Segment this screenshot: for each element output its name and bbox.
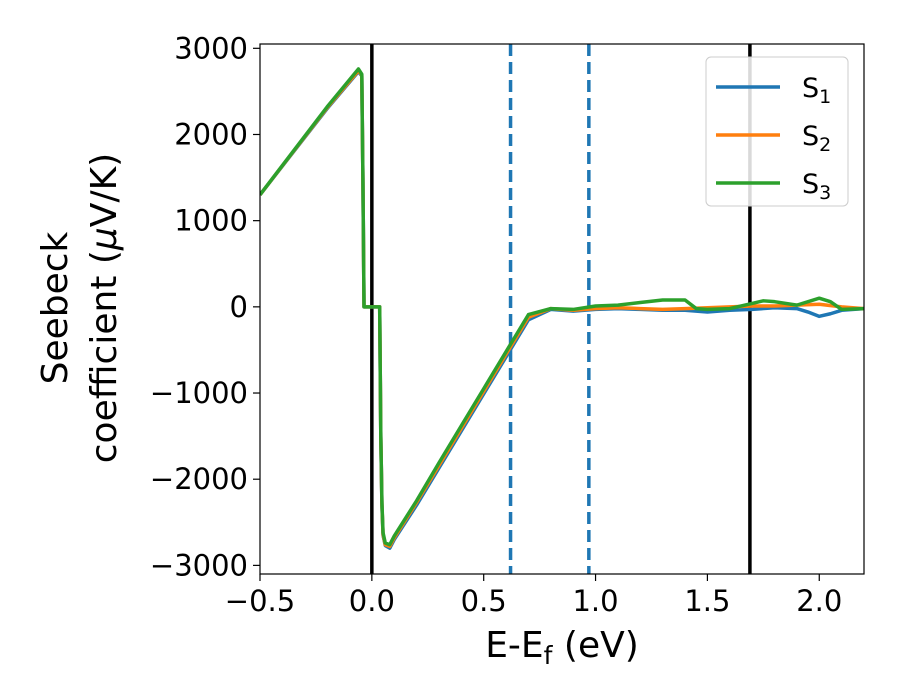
legend-label-main: S	[802, 121, 819, 152]
legend-label-subscript: 3	[819, 182, 831, 204]
y-axis-label-mu: μ	[84, 227, 125, 251]
plot-frame	[259, 43, 865, 575]
legend-label-main: S	[802, 73, 819, 104]
y-axis-label-line1: Seebeck	[35, 231, 76, 384]
x-axis-label-main: E-E	[485, 625, 543, 666]
x-tick-label: 2.0	[796, 584, 842, 618]
series-line-3	[260, 67, 864, 547]
legend-label-subscript: 1	[819, 86, 831, 108]
series-lines	[260, 67, 864, 550]
legend-box	[705, 56, 849, 207]
y-axis-label-text: coefficient (	[84, 250, 125, 463]
y-tick-label: 2000	[174, 117, 248, 151]
x-axis-label-unit: (eV)	[552, 625, 638, 666]
x-tick-label: −0.5	[225, 584, 295, 618]
y-axis-ticks: −3000 −2000 −1000 0 1000 2000 3000	[150, 31, 260, 582]
y-tick-label: −1000	[150, 376, 248, 410]
x-tick-label: 1.0	[572, 584, 618, 618]
y-tick-label: 0	[230, 290, 248, 324]
legend-label-2: S2	[802, 121, 831, 156]
x-tick-label: 0.0	[349, 584, 395, 618]
y-tick-label: −3000	[150, 548, 248, 582]
legend-label-3: S3	[802, 169, 831, 204]
x-axis-label-subscript: f	[544, 641, 554, 670]
legend-label-main: S	[802, 169, 819, 200]
legend-label-subscript: 2	[819, 134, 831, 156]
x-axis-label: E-Ef (eV)	[485, 625, 639, 670]
x-tick-label: 0.5	[461, 584, 507, 618]
x-tick-label: 1.5	[684, 584, 730, 618]
y-tick-label: 1000	[174, 204, 248, 238]
y-tick-label: −2000	[150, 462, 248, 496]
y-axis-label-unit: V/K)	[84, 153, 125, 227]
y-axis-label: Seebeck coefficient (μV/K)	[35, 153, 125, 463]
x-axis-ticks: −0.5 0.0 0.5 1.0 1.5 2.0	[225, 574, 842, 618]
y-tick-label: 3000	[174, 31, 248, 65]
legend-label-1: S1	[802, 73, 831, 108]
y-axis-label-line2: coefficient (μV/K)	[84, 153, 125, 463]
